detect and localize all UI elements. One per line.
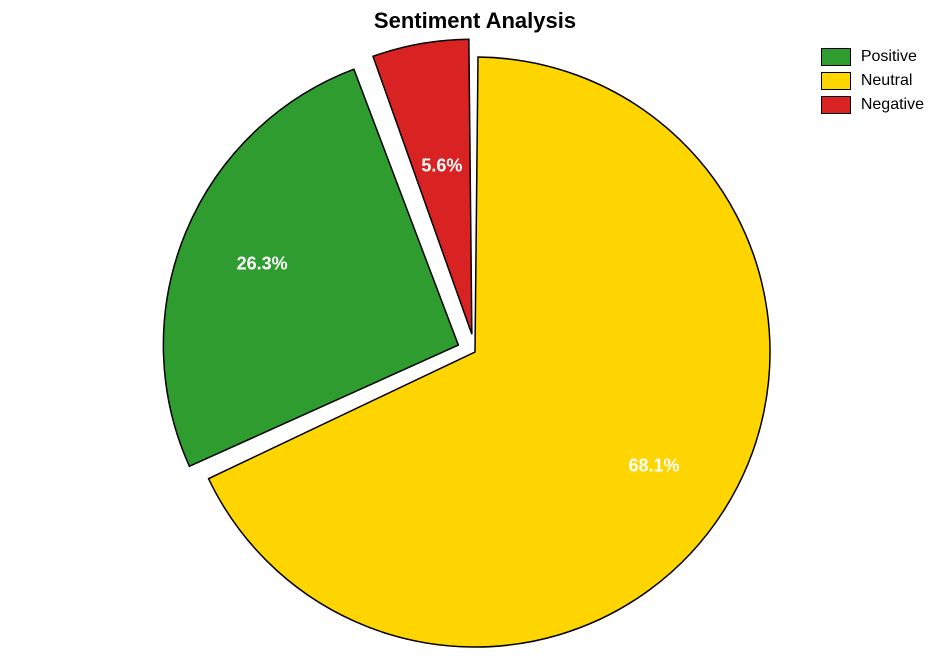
legend-label-neutral: Neutral: [861, 72, 913, 90]
legend-label-positive: Positive: [861, 48, 917, 66]
legend: Positive Neutral Negative: [821, 48, 924, 120]
legend-item-positive: Positive: [821, 48, 924, 66]
pie-label-negative: 5.6%: [421, 155, 462, 176]
pie-label-positive: 26.3%: [237, 253, 288, 274]
legend-swatch-neutral: [821, 72, 851, 90]
pie-label-neutral: 68.1%: [628, 456, 679, 477]
legend-item-negative: Negative: [821, 96, 924, 114]
legend-item-neutral: Neutral: [821, 72, 924, 90]
legend-swatch-negative: [821, 96, 851, 114]
legend-swatch-positive: [821, 48, 851, 66]
legend-label-negative: Negative: [861, 96, 924, 114]
pie-chart: [0, 0, 950, 662]
